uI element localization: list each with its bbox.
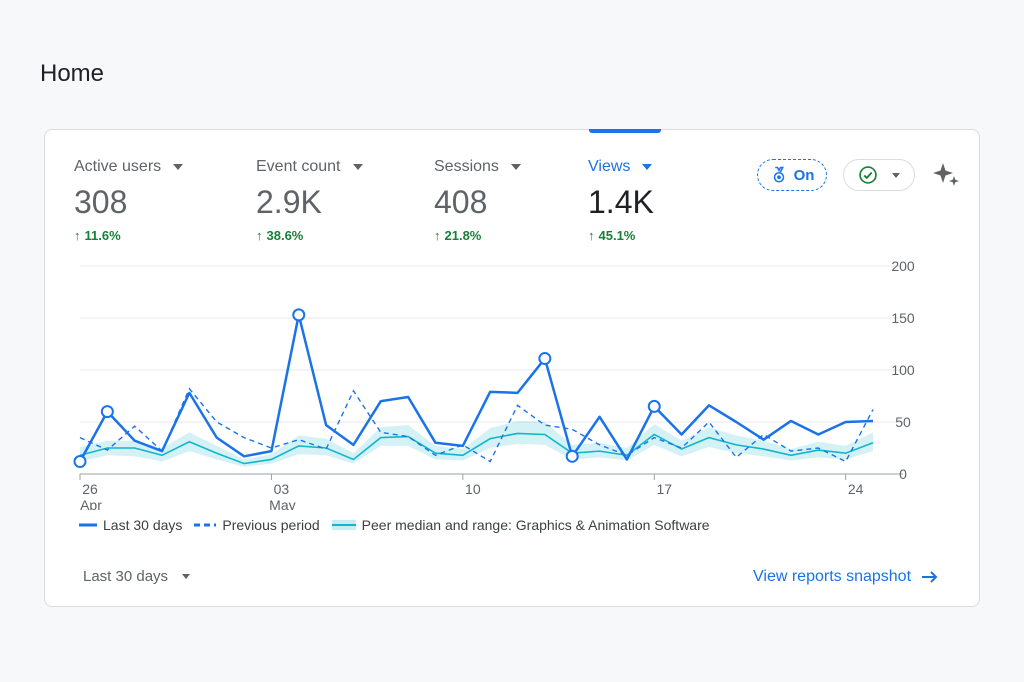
view-reports-snapshot-label: View reports snapshot [753,568,912,585]
medal-icon [773,166,784,183]
arrow-up-icon: ↑ [256,228,263,243]
metric-label-text: Event count [256,158,341,175]
anomaly-point [100,405,114,419]
metric-delta: ↑ 11.6% [74,228,183,243]
active-tab-indicator [589,129,661,133]
legend-label: Last 30 days [103,517,183,533]
metric-value: 308 [74,184,128,220]
metric-label-sessions[interactable]: Sessions [434,158,521,176]
metric-delta: ↑ 45.1% [588,228,654,243]
dashed-line-swatch [194,523,217,527]
metric-sessions[interactable]: Sessions 408 ↑ 21.8% [434,158,521,243]
insights-toggle-label: On [793,166,815,184]
metric-delta: ↑ 38.6% [256,228,363,243]
legend-label: Peer median and range: Graphics & Animat… [361,517,710,533]
check-circle-icon [859,166,877,184]
caret-down-icon [173,164,184,170]
caret-down-icon [642,164,653,170]
arrow-right-icon [922,571,938,583]
arrow-up-icon: ↑ [588,228,595,243]
anomaly-point [292,308,306,322]
metric-event-count[interactable]: Event count 2.9K ↑ 38.6% [256,158,363,243]
y-tick-label: 0 [899,466,907,482]
caret-down-icon [892,172,900,178]
metric-active-users[interactable]: Active users 308 ↑ 11.6% [74,158,184,243]
y-tick-label: 100 [891,362,915,378]
metric-delta-text: 21.8% [444,228,482,243]
arrow-up-icon: ↑ [434,228,441,243]
caret-down-icon [352,164,363,170]
band-swatch [331,520,356,530]
legend-label: Previous period [222,517,320,533]
solid-line-swatch [79,523,97,527]
metric-delta-text: 45.1% [598,228,636,243]
metric-label-views[interactable]: Views [588,158,654,176]
y-tick-label: 150 [891,310,915,326]
x-tick-label: 10 [465,481,481,497]
x-tick-label: 24 [848,481,864,497]
date-range-label: Last 30 days [83,568,169,585]
metric-value: 2.9K [256,184,322,220]
metric-delta-text: 38.6% [266,228,304,243]
legend-item-previous: Previous period [194,517,320,533]
last-30-days-line [78,313,874,463]
legend-item-current: Last 30 days [79,517,182,533]
legend-item-peer: Peer median and range: Graphics & Animat… [331,517,710,533]
metric-label-text: Views [588,158,631,175]
insights-toggle-button[interactable]: On [757,159,827,191]
anomaly-point [647,399,661,413]
x-tick-label: 17 [656,481,672,497]
metric-delta-text: 11.6% [84,228,121,243]
chart-legend: Last 30 days Previous period Peer median… [79,517,710,533]
metric-delta: ↑ 21.8% [434,228,521,243]
x-tick-label: 03 [274,481,290,497]
data-quality-dropdown[interactable] [843,159,915,191]
metric-value: 408 [434,184,488,220]
x-tick-label: 26 [82,481,98,497]
caret-down-icon [510,164,521,170]
y-tick-label: 50 [895,414,911,430]
sparkle-icon[interactable] [931,160,961,190]
metric-value: 1.4K [588,184,654,220]
peer-range-band [80,420,873,467]
arrow-up-icon: ↑ [74,228,81,243]
peer-median-line [79,432,874,465]
anomaly-point [565,449,579,463]
anomaly-point [538,352,552,366]
metric-label-text: Sessions [434,158,499,175]
metric-views[interactable]: Views 1.4K ↑ 45.1% [588,158,654,243]
page-title: Home [40,60,105,87]
previous-period-line [79,387,874,463]
view-reports-snapshot-link[interactable]: View reports snapshot [753,568,939,586]
overview-card: Active users 308 ↑ 11.6% Event count 2.9K… [44,129,980,607]
caret-down-icon [182,574,191,579]
x-tick-month-label: Apr [80,497,102,510]
date-range-selector[interactable]: Last 30 days [83,568,191,585]
metric-label-event-count[interactable]: Event count [256,158,363,176]
y-tick-label: 200 [891,258,915,274]
anomaly-point [73,455,87,469]
metric-label-active-users[interactable]: Active users [74,158,184,176]
metric-label-text: Active users [74,158,162,175]
x-tick-month-label: May [269,497,295,510]
